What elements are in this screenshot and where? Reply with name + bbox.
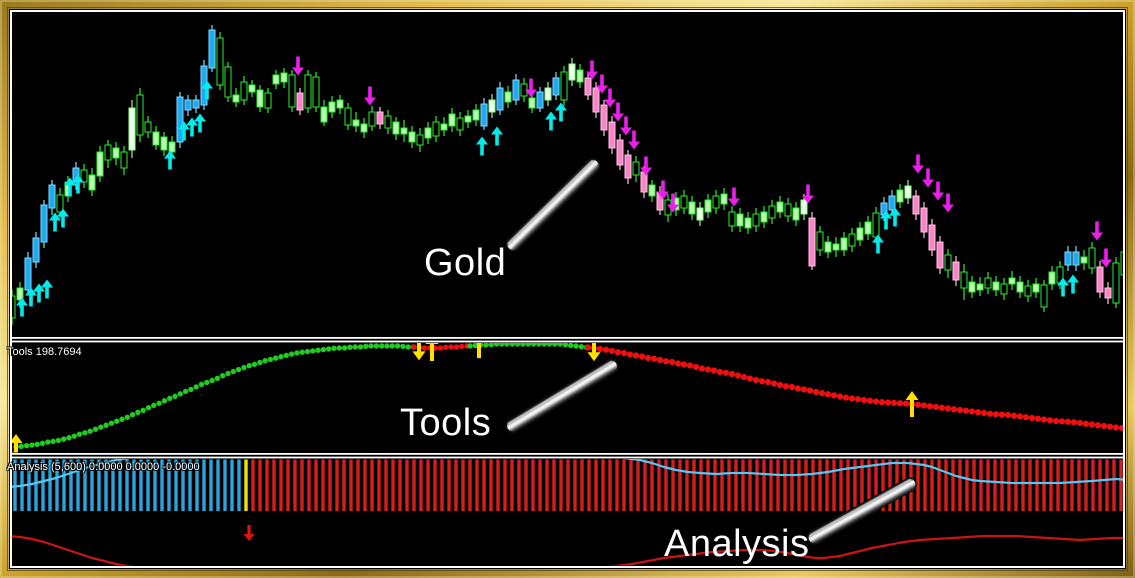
metallic-rod-pointers xyxy=(505,158,917,545)
analysis-panel-label: Analysis (5,600) 0.0000 0.0000 -0.0000 xyxy=(7,461,200,473)
inner-border xyxy=(10,10,1125,568)
main-price-panel[interactable] xyxy=(9,25,1127,325)
tools-indicator-panel[interactable] xyxy=(10,332,1126,460)
panel-separators xyxy=(11,337,1124,459)
analysis-watermark-text: Analysis xyxy=(664,523,810,565)
tools-watermark-text: Tools xyxy=(400,402,492,444)
analysis-indicator-panel[interactable] xyxy=(6,457,1127,569)
buy-signal-arrows xyxy=(16,80,1079,317)
tools-yellow-arrows xyxy=(12,343,919,453)
metal-rod-pointer-2 xyxy=(505,359,619,433)
metal-rod-pointer-1 xyxy=(505,158,601,252)
analysis-histogram-bars xyxy=(13,459,1123,511)
tools-panel-label: Tools 198.7694 xyxy=(7,346,82,358)
analysis-red-line xyxy=(12,534,1123,566)
analysis-sell-arrow xyxy=(243,525,255,541)
analysis-blue-line xyxy=(12,459,1123,488)
frame-shadow-line xyxy=(7,7,1128,571)
sell-signal-arrows xyxy=(292,56,1112,268)
gold-watermark-text: Gold xyxy=(424,242,507,284)
metal-rod-pointer-3 xyxy=(807,477,917,545)
candlestick-series xyxy=(12,25,1123,325)
tools-dotted-line xyxy=(13,343,1123,450)
